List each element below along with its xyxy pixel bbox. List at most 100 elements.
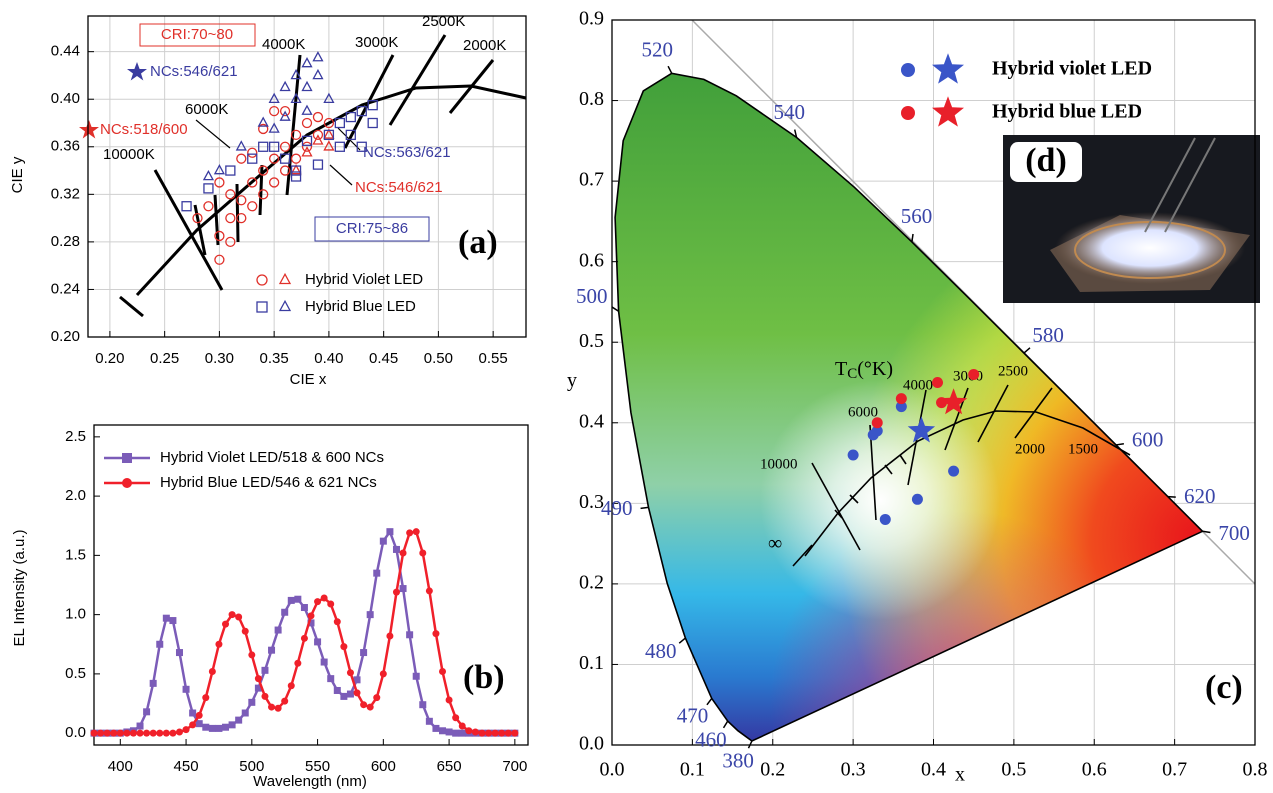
marker	[287, 682, 295, 690]
locus-tick	[1115, 443, 1124, 446]
legend-marker	[901, 106, 915, 120]
isotherm	[448, 59, 495, 114]
marker	[294, 595, 302, 603]
y-tick-label: 0.36	[51, 138, 80, 155]
marker	[353, 689, 361, 697]
marker	[294, 659, 302, 667]
marker	[225, 212, 236, 224]
y-tick-label: 2.5	[65, 428, 86, 445]
annotation: CRI:75~86	[336, 220, 408, 237]
marker	[222, 723, 230, 731]
spectral-locus	[614, 72, 1204, 742]
locus-tick	[611, 306, 619, 312]
y-tick-label: 0.0	[65, 724, 86, 741]
marker	[208, 724, 216, 732]
marker	[110, 729, 118, 737]
tc-label: TC(°K)	[835, 358, 893, 383]
y-tick-label: 0.5	[65, 665, 86, 682]
marker	[360, 649, 368, 657]
inset-photo: (d)	[1003, 135, 1260, 303]
marker	[406, 529, 414, 537]
marker	[307, 612, 315, 620]
marker	[373, 694, 381, 702]
cct-label: ∞	[768, 533, 782, 555]
locus-line	[135, 84, 527, 297]
marker	[458, 729, 466, 737]
marker	[202, 169, 215, 181]
legend-marker	[278, 272, 292, 285]
marker	[452, 729, 460, 737]
marker	[215, 640, 223, 648]
marker	[301, 135, 313, 146]
marker	[879, 513, 891, 525]
plot-area	[88, 16, 526, 337]
marker	[323, 140, 335, 151]
isotherm	[884, 464, 893, 475]
marker	[327, 600, 335, 608]
marker	[471, 728, 479, 736]
marker	[406, 631, 414, 639]
marker	[225, 165, 236, 176]
marker	[392, 588, 400, 596]
marker	[182, 685, 190, 693]
marker	[258, 189, 269, 200]
x-tick-label: 0.40	[314, 350, 343, 367]
marker	[323, 117, 335, 129]
y-tick-label: 0.32	[51, 185, 80, 202]
x-axis-title: x	[955, 764, 965, 786]
x-axis-title: Wavelength (nm)	[253, 773, 367, 790]
wavelength-label: 500	[576, 284, 608, 308]
marker	[445, 696, 453, 704]
isotherm	[977, 384, 1009, 443]
marker	[236, 195, 247, 206]
wavelength-label: 580	[1032, 323, 1064, 347]
gamut-fill	[615, 73, 1203, 742]
marker	[345, 129, 356, 141]
marker	[392, 545, 400, 553]
marker	[312, 111, 324, 123]
marker	[345, 111, 356, 123]
marker	[320, 594, 328, 602]
wavelength-label: 380	[722, 748, 754, 772]
x-tick-label: 0.6	[1082, 759, 1107, 781]
marker	[258, 165, 269, 176]
marker	[215, 724, 223, 732]
marker	[247, 153, 258, 164]
x-tick-label: 550	[305, 758, 330, 775]
marker	[195, 711, 203, 719]
y-tick-label: 0.44	[51, 43, 80, 60]
marker	[366, 611, 374, 619]
legend-label: Hybrid violet LED	[992, 58, 1152, 80]
y-tick-label: 0.8	[579, 88, 604, 110]
marker	[258, 123, 269, 135]
marker	[366, 703, 374, 711]
marker	[511, 729, 519, 737]
plot-frame	[611, 19, 1256, 746]
marker	[847, 449, 859, 461]
legend-label: Hybrid blue LED	[992, 101, 1142, 123]
x-tick-label: 0.1	[680, 759, 705, 781]
marker	[143, 708, 151, 716]
marker	[156, 640, 164, 648]
annotation: 2000K	[463, 37, 506, 54]
marker	[254, 675, 262, 683]
y-tick-label: 2.0	[65, 487, 86, 504]
marker	[498, 729, 506, 737]
legend-marker	[901, 63, 915, 77]
marker	[312, 68, 324, 80]
marker	[192, 212, 203, 224]
y-tick-label: 1.5	[65, 546, 86, 563]
marker	[323, 92, 335, 104]
marker	[334, 117, 346, 129]
marker	[312, 51, 324, 62]
marker	[333, 686, 341, 694]
marker	[136, 729, 144, 737]
marker	[149, 729, 157, 737]
panel-c: TC(°K) 10000 6000 4000 3000 2500 2000 15…	[567, 8, 1268, 786]
marker	[895, 393, 907, 405]
isotherm	[869, 424, 877, 521]
marker	[871, 417, 883, 429]
marker	[301, 146, 313, 157]
marker	[290, 92, 302, 104]
plot-top: 0.20 0.25 0.30 0.35 0.40 0.45 0.50 0.55 0.20 0.24…	[51, 15, 527, 367]
